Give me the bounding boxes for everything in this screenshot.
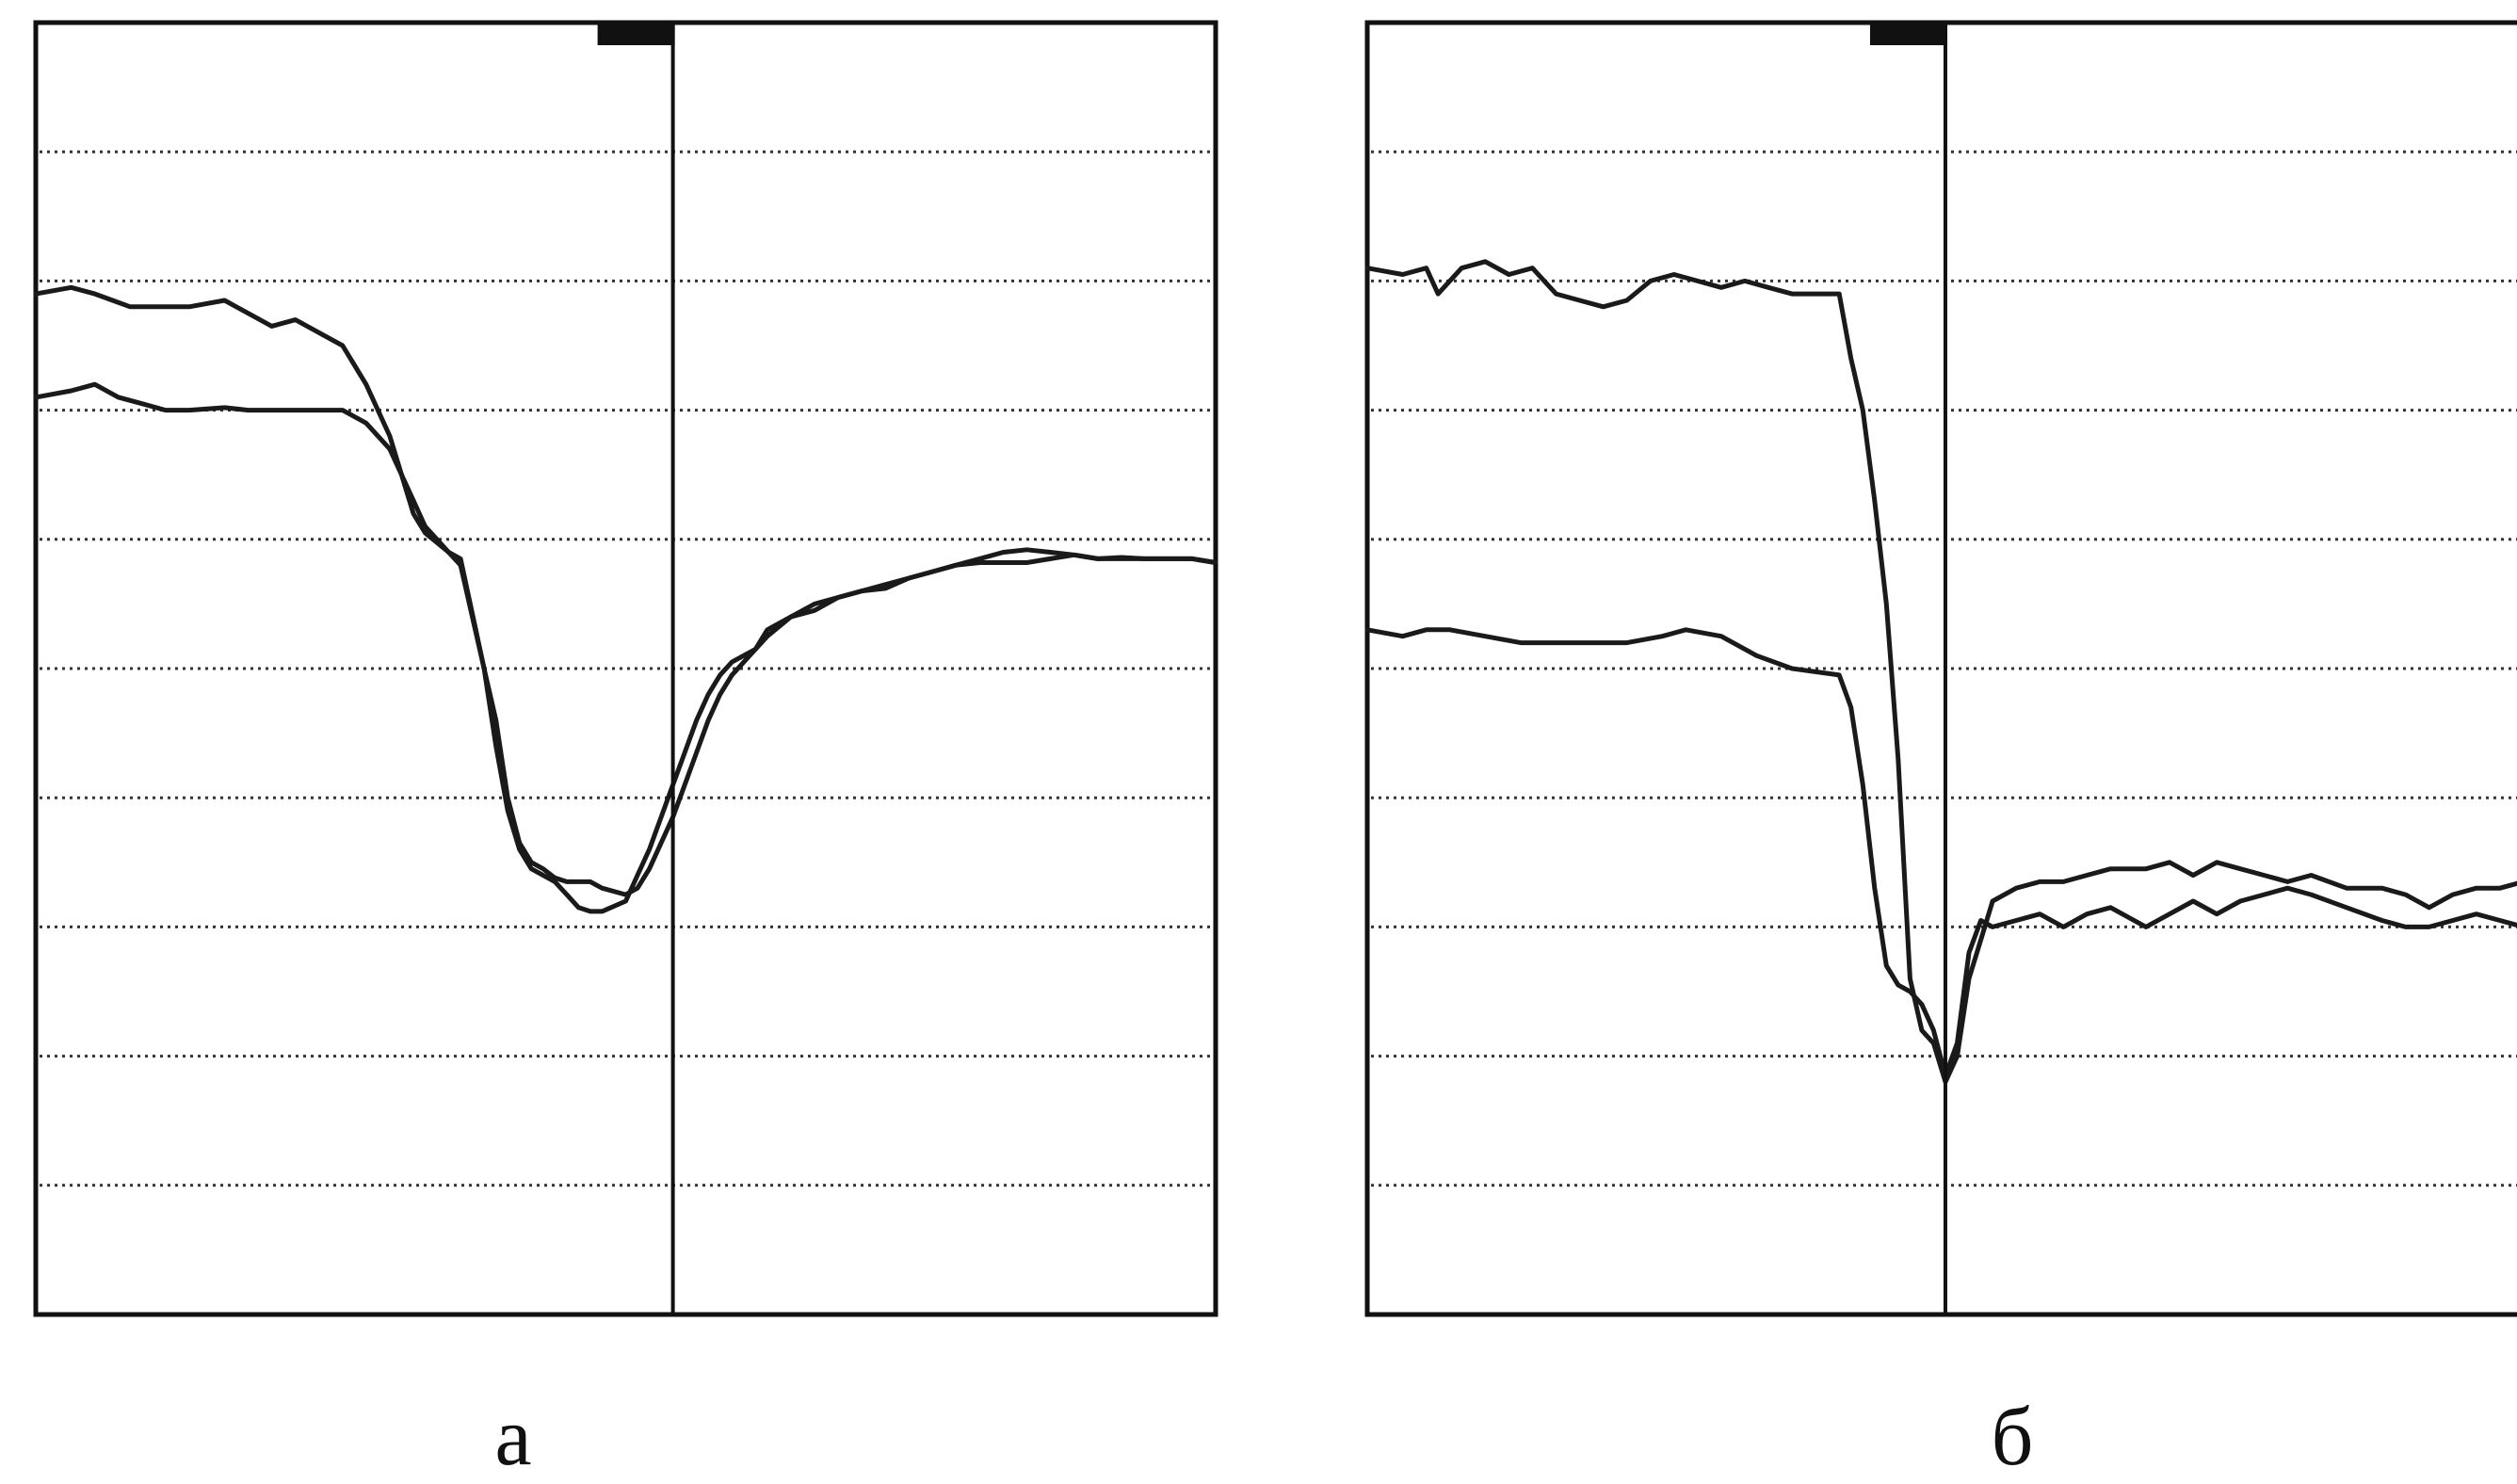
series-group <box>1364 259 2517 1085</box>
series-line-1 <box>1364 259 2517 1085</box>
panel-label-b: б <box>1992 1392 2034 1483</box>
chart-panel-a: а <box>33 20 1218 1483</box>
plot-frame <box>1364 20 2517 1317</box>
chart-panel-b: б <box>1364 20 2517 1483</box>
series-line-2 <box>33 381 1218 914</box>
series-line-2 <box>1364 627 2517 1078</box>
series-group <box>33 284 1218 914</box>
event-marker-tab <box>597 21 675 45</box>
event-marker-tab <box>1869 21 1947 45</box>
panel-label-a: а <box>494 1392 531 1483</box>
